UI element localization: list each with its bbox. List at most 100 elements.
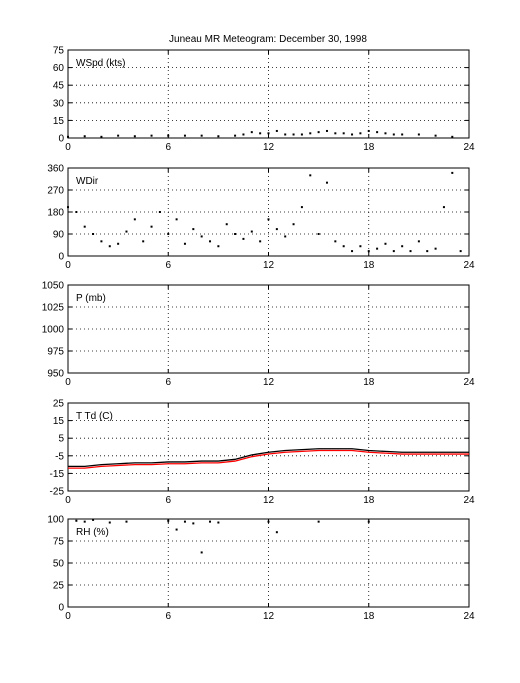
data-point (200, 134, 203, 137)
data-point (401, 133, 404, 136)
x-tick-label: 0 (65, 611, 71, 622)
x-tick-label: 12 (263, 495, 275, 506)
y-tick-label: 360 (47, 164, 64, 175)
panel-4: 0 25 50 75 100 0 6 12 18 24 RH (%) (47, 515, 475, 623)
y-tick-label: 15 (53, 416, 65, 427)
data-point (401, 245, 404, 248)
panel-label: WSpd (kts) (76, 58, 125, 69)
y-tick-label: 50 (53, 559, 65, 570)
panel-2: 950 975 1000 1025 1050 0 6 12 18 24 P (mb) (42, 281, 475, 389)
y-tick-label: -5 (55, 451, 64, 462)
data-point (442, 206, 445, 209)
y-tick-label: 1025 (42, 303, 65, 314)
data-point (384, 242, 387, 245)
data-point (192, 522, 195, 525)
data-point (175, 218, 178, 221)
data-point (225, 223, 228, 226)
x-tick-label: 0 (65, 142, 71, 153)
data-point (367, 129, 370, 132)
data-point (334, 240, 337, 243)
data-point (234, 233, 237, 235)
panel-label: P (mb) (76, 293, 106, 304)
x-tick-label: 18 (363, 377, 375, 388)
y-tick-label: 25 (53, 399, 65, 410)
y-tick-label: 1000 (42, 325, 65, 336)
data-point (334, 132, 337, 135)
data-point (359, 132, 362, 135)
data-point (83, 135, 86, 138)
data-point (434, 134, 437, 137)
data-point (242, 237, 245, 240)
data-point (284, 133, 287, 136)
data-point (200, 551, 203, 554)
data-point (451, 171, 454, 174)
x-tick-label: 24 (463, 377, 475, 388)
data-point (325, 181, 328, 184)
data-point (167, 519, 170, 522)
data-point (342, 132, 345, 135)
data-point (67, 135, 69, 138)
x-tick-label: 18 (363, 142, 375, 153)
data-point (117, 134, 120, 137)
data-point (75, 519, 78, 522)
series-line-1 (68, 449, 469, 469)
data-point (217, 135, 220, 138)
figure-title: Juneau MR Meteogram: December 30, 1998 (169, 34, 367, 45)
data-point (67, 206, 69, 209)
data-point (259, 132, 262, 135)
data-point (133, 218, 136, 221)
data-point (150, 134, 153, 137)
x-tick-label: 12 (263, 377, 275, 388)
data-point (183, 520, 186, 523)
data-point (392, 133, 395, 136)
panel-1: 0 90 180 270 360 0 6 12 18 24 WDir (47, 164, 475, 272)
data-point (250, 230, 253, 233)
panel-0: 0 15 30 45 60 75 0 6 12 18 24 WSpd (kts) (53, 46, 475, 154)
x-tick-label: 6 (165, 611, 171, 622)
data-point (92, 518, 95, 521)
data-point (175, 528, 178, 531)
x-tick-label: 24 (463, 495, 475, 506)
x-tick-label: 12 (263, 611, 275, 622)
data-point (167, 134, 170, 137)
data-point (275, 129, 278, 132)
y-tick-label: 25 (53, 581, 65, 592)
data-point (317, 131, 320, 134)
data-point (351, 133, 354, 136)
x-tick-label: 24 (463, 611, 475, 622)
data-point (100, 135, 103, 138)
panel-label: WDir (76, 176, 99, 187)
data-point (309, 174, 312, 177)
data-point (292, 223, 295, 226)
data-point (100, 240, 103, 243)
x-tick-label: 6 (165, 142, 171, 153)
data-point (300, 133, 303, 136)
data-point (351, 250, 354, 253)
x-tick-label: 18 (363, 611, 375, 622)
y-tick-label: 180 (47, 208, 64, 219)
data-point (158, 211, 161, 213)
x-tick-label: 6 (165, 260, 171, 271)
data-point (83, 225, 86, 228)
data-point (267, 132, 270, 135)
y-tick-label: 45 (53, 81, 65, 92)
data-point (376, 247, 379, 250)
data-point (275, 531, 278, 534)
data-point (125, 230, 128, 233)
y-tick-label: 5 (58, 434, 64, 445)
data-point (83, 520, 86, 523)
data-point (250, 131, 253, 134)
data-point (192, 228, 195, 231)
data-point (75, 211, 78, 213)
y-tick-label: -15 (50, 469, 65, 480)
data-point (183, 134, 186, 137)
data-point (292, 133, 295, 136)
data-point (392, 250, 395, 253)
y-tick-label: -25 (50, 487, 65, 498)
data-point (376, 131, 379, 134)
data-point (217, 245, 220, 248)
x-tick-label: 24 (463, 142, 475, 153)
y-tick-label: 950 (47, 369, 64, 380)
